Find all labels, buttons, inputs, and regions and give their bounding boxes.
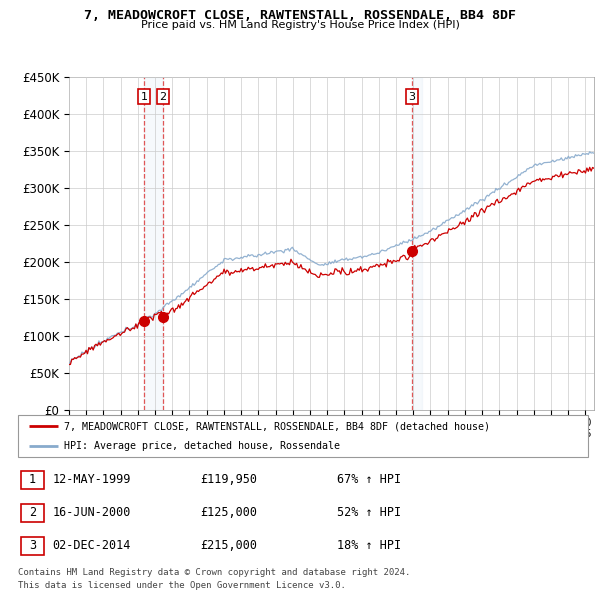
FancyBboxPatch shape <box>21 537 44 555</box>
Bar <box>412 77 422 410</box>
Text: 7, MEADOWCROFT CLOSE, RAWTENSTALL, ROSSENDALE, BB4 8DF (detached house): 7, MEADOWCROFT CLOSE, RAWTENSTALL, ROSSE… <box>64 421 490 431</box>
Text: 3: 3 <box>409 91 415 101</box>
Text: 7, MEADOWCROFT CLOSE, RAWTENSTALL, ROSSENDALE, BB4 8DF: 7, MEADOWCROFT CLOSE, RAWTENSTALL, ROSSE… <box>84 9 516 22</box>
Text: £215,000: £215,000 <box>200 539 257 552</box>
FancyBboxPatch shape <box>21 471 44 489</box>
Text: 12-MAY-1999: 12-MAY-1999 <box>52 473 131 486</box>
Text: £119,950: £119,950 <box>200 473 257 486</box>
Text: 2: 2 <box>29 506 36 519</box>
Text: 3: 3 <box>29 539 36 552</box>
Text: HPI: Average price, detached house, Rossendale: HPI: Average price, detached house, Ross… <box>64 441 340 451</box>
Bar <box>144 77 163 410</box>
Text: 1: 1 <box>29 473 36 486</box>
Text: £125,000: £125,000 <box>200 506 257 519</box>
Text: This data is licensed under the Open Government Licence v3.0.: This data is licensed under the Open Gov… <box>18 581 346 590</box>
Text: Contains HM Land Registry data © Crown copyright and database right 2024.: Contains HM Land Registry data © Crown c… <box>18 568 410 577</box>
Text: 67% ↑ HPI: 67% ↑ HPI <box>337 473 401 486</box>
Text: 52% ↑ HPI: 52% ↑ HPI <box>337 506 401 519</box>
FancyBboxPatch shape <box>18 415 588 457</box>
Text: 16-JUN-2000: 16-JUN-2000 <box>52 506 131 519</box>
Text: Price paid vs. HM Land Registry's House Price Index (HPI): Price paid vs. HM Land Registry's House … <box>140 20 460 30</box>
Text: 02-DEC-2014: 02-DEC-2014 <box>52 539 131 552</box>
Text: 18% ↑ HPI: 18% ↑ HPI <box>337 539 401 552</box>
Text: 2: 2 <box>160 91 167 101</box>
Text: 1: 1 <box>141 91 148 101</box>
FancyBboxPatch shape <box>21 504 44 522</box>
